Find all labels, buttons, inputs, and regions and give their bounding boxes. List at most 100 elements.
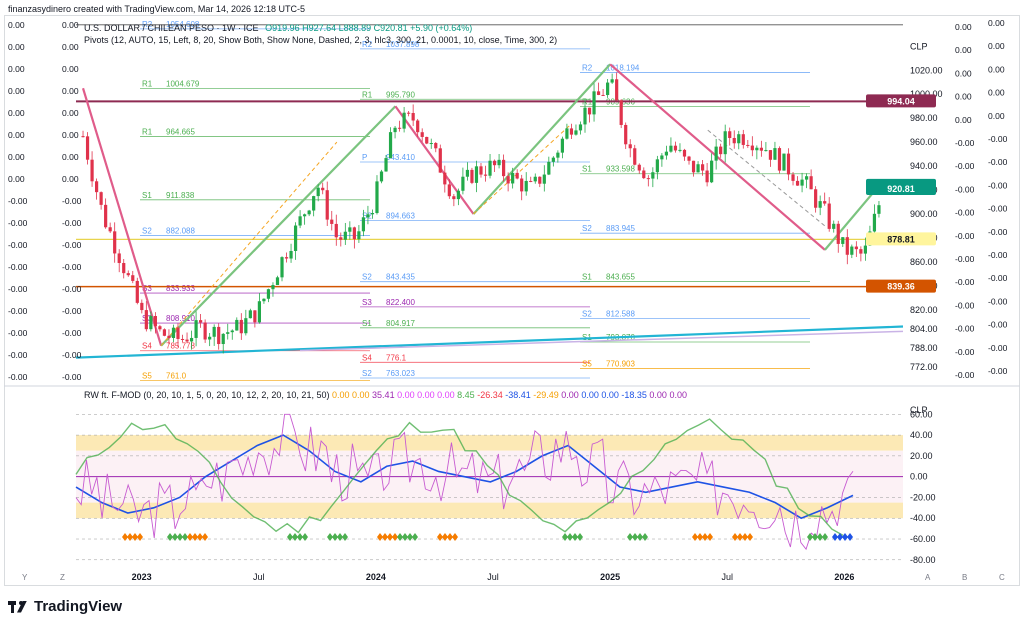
osc-diamond-7-2 bbox=[447, 532, 453, 541]
osc-diamond-12-0 bbox=[807, 532, 813, 541]
candle-body-84 bbox=[461, 176, 465, 191]
left-scale-b-6: 0.00 bbox=[62, 152, 79, 162]
time-tick-5: Jul bbox=[722, 572, 734, 582]
left-scale-7: 0.00 bbox=[8, 174, 25, 184]
price-badge-2: 920.81 bbox=[887, 184, 915, 194]
osc-value-4: 0.00 bbox=[414, 390, 435, 400]
candle-body-54 bbox=[325, 190, 329, 220]
right-zero-scale-10: -0.00 bbox=[955, 254, 975, 264]
candle-body-139 bbox=[710, 160, 714, 183]
left-scale-b-4: 0.00 bbox=[62, 108, 79, 118]
candle-body-26 bbox=[199, 320, 203, 323]
osc-diamond-13-1 bbox=[837, 532, 843, 541]
price-badge-3: 878.81 bbox=[887, 234, 915, 244]
right-zero-scale-b-2: 0.00 bbox=[988, 64, 1005, 74]
pivot-value-16: 822.400 bbox=[386, 298, 415, 307]
candle-body-99 bbox=[529, 180, 533, 182]
candle-body-38 bbox=[253, 310, 257, 323]
pivot-value-18: 808.910 bbox=[166, 314, 195, 323]
left-scale-b-0: 0.00 bbox=[62, 20, 79, 30]
left-scale-3: 0.00 bbox=[8, 86, 25, 96]
osc-diamond-7-0 bbox=[437, 532, 443, 541]
candle-body-13 bbox=[140, 302, 144, 311]
time-tick-6: 2026 bbox=[834, 572, 854, 582]
osc-diamond-5-1 bbox=[382, 532, 388, 541]
osc-value-9: -29.49 bbox=[530, 390, 559, 400]
candle-body-149 bbox=[755, 147, 759, 151]
price-tick-4: 940.00 bbox=[910, 161, 938, 171]
left-scale-b-11: -0.00 bbox=[62, 262, 82, 272]
candle-body-93 bbox=[502, 159, 506, 177]
osc-diamond-9-3 bbox=[642, 532, 648, 541]
right-zero-scale-5: -0.00 bbox=[955, 138, 975, 148]
right-zero-scale-b-3: 0.00 bbox=[988, 88, 1005, 98]
pivot-value-2: 1018.194 bbox=[606, 63, 640, 72]
osc-value-0: 0.00 bbox=[331, 390, 350, 400]
candle-body-41 bbox=[266, 289, 271, 299]
candle-body-115 bbox=[601, 94, 605, 96]
candle-body-91 bbox=[492, 160, 497, 166]
brand-name: TradingView bbox=[34, 598, 123, 615]
time-tick-1: Jul bbox=[253, 572, 265, 582]
candle-body-63 bbox=[366, 214, 370, 218]
candle-body-48 bbox=[298, 216, 302, 226]
right-zero-scale-b-12: -0.00 bbox=[988, 296, 1008, 306]
candle-body-166 bbox=[832, 223, 836, 229]
price-badge-bg-2 bbox=[866, 182, 936, 196]
candle-body-137 bbox=[700, 164, 705, 171]
osc-diamond-11-0 bbox=[732, 532, 738, 541]
pivot-tag-16: S3 bbox=[362, 298, 372, 307]
osc-diamond-8-2 bbox=[572, 532, 578, 541]
candle-body-125 bbox=[646, 178, 650, 180]
osc-band-upper bbox=[76, 435, 903, 451]
right-zero-scale-b-7: -0.00 bbox=[988, 180, 1008, 190]
candle-body-163 bbox=[818, 201, 822, 208]
chart-caption: finanzasydinero created with TradingView… bbox=[8, 4, 305, 14]
right-zero-scale-8: -0.00 bbox=[955, 208, 975, 218]
price-tick-11: 804.00 bbox=[910, 324, 938, 334]
candle-body-150 bbox=[759, 147, 763, 151]
candle-body-127 bbox=[655, 159, 659, 173]
candle-body-117 bbox=[610, 79, 614, 83]
osc-tick-5: -40.00 bbox=[910, 513, 936, 523]
osc-diamond-9-2 bbox=[637, 532, 643, 541]
candle-body-157 bbox=[791, 174, 795, 181]
candle-body-21 bbox=[176, 327, 180, 339]
toolbar-letter-right-0: A bbox=[925, 573, 931, 582]
pivot-tag-23: S5 bbox=[582, 360, 592, 369]
candle-body-126 bbox=[651, 172, 655, 179]
support-trendline bbox=[75, 325, 904, 359]
candle-body-113 bbox=[592, 91, 596, 115]
candle-body-53 bbox=[321, 187, 325, 191]
pivot-value-21: 785.778 bbox=[166, 342, 195, 351]
candle-body-70 bbox=[397, 127, 402, 129]
pivot-tag-19: S1 bbox=[362, 319, 372, 328]
candle-body-142 bbox=[723, 131, 727, 155]
pivot-value-6: 964.665 bbox=[166, 128, 195, 137]
right-zero-scale-b-6: -0.00 bbox=[988, 157, 1008, 167]
pivot-tag-25: S2 bbox=[362, 369, 372, 378]
oscillator-title[interactable]: RW ft. F-MOD (0, 20, 10, 1, 5, 0, 20, 10… bbox=[84, 390, 330, 400]
right-zero-scale-b-0: 0.00 bbox=[988, 18, 1005, 28]
candle-body-57 bbox=[339, 237, 343, 240]
osc-diamond-13-3 bbox=[847, 532, 853, 541]
osc-diamond-2-3 bbox=[202, 532, 208, 541]
osc-diamond-10-1 bbox=[697, 532, 703, 541]
pivots-indicator-label[interactable]: Pivots (12, AUTO, 15, Left, 8, 20, Show … bbox=[84, 35, 558, 45]
osc-diamond-11-3 bbox=[747, 532, 753, 541]
left-scale-12: -0.00 bbox=[8, 284, 28, 294]
osc-diamond-8-0 bbox=[562, 532, 568, 541]
osc-diamond-0-3 bbox=[137, 532, 143, 541]
osc-diamond-13-0 bbox=[832, 532, 838, 541]
osc-value-11: 0.00 bbox=[578, 390, 599, 400]
zigzag-segment-1 bbox=[160, 105, 397, 347]
left-scale-b-8: -0.00 bbox=[62, 196, 82, 206]
osc-tick-0: 60.00 bbox=[910, 409, 933, 419]
candle-body-136 bbox=[696, 164, 700, 173]
candle-body-121 bbox=[628, 144, 632, 149]
candle-body-110 bbox=[578, 124, 583, 131]
pivot-tag-0: R2 bbox=[142, 20, 153, 29]
price-badge-0: 994.04 bbox=[887, 96, 915, 106]
left-scale-2: 0.00 bbox=[8, 64, 25, 74]
